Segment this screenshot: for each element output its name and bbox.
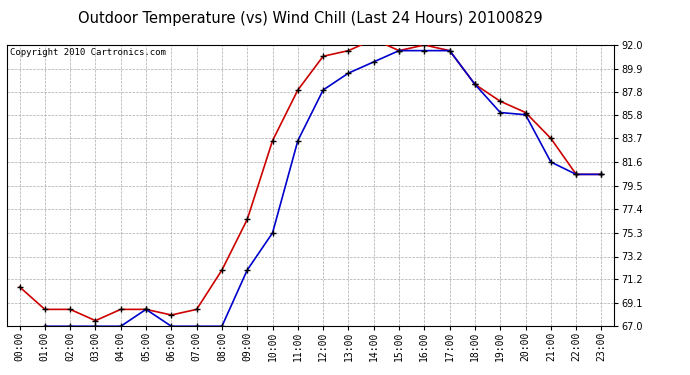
Text: Copyright 2010 Cartronics.com: Copyright 2010 Cartronics.com bbox=[10, 48, 166, 57]
Text: Outdoor Temperature (vs) Wind Chill (Last 24 Hours) 20100829: Outdoor Temperature (vs) Wind Chill (Las… bbox=[78, 11, 543, 26]
